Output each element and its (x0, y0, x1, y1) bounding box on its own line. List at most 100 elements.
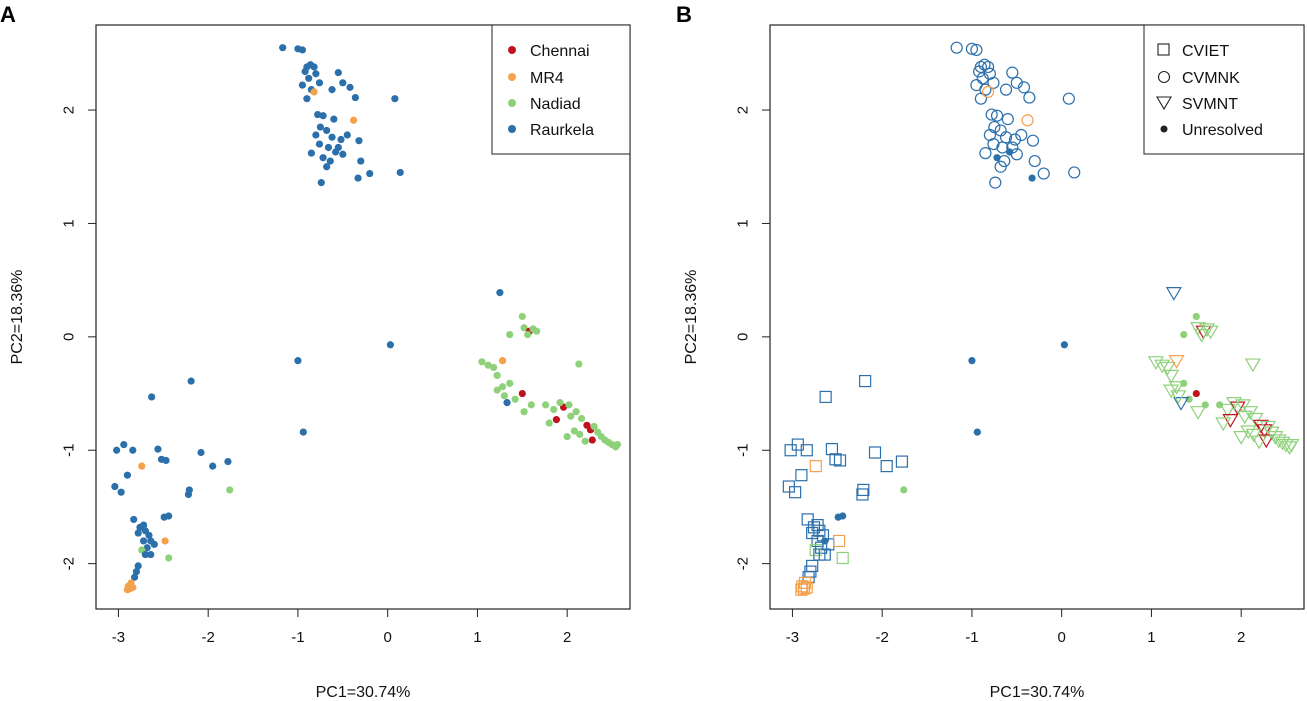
data-point-raurkela (813, 524, 826, 537)
data-point-nadiad (1159, 361, 1176, 376)
data-point-mr4 (809, 460, 822, 473)
data-point-raurkela (154, 445, 162, 453)
panel-b-x-axis: -3 -2 -1 0 1 2 (786, 609, 1245, 646)
data-point-raurkela (950, 41, 963, 54)
data-point-nadiad (1219, 403, 1236, 418)
data-point-raurkela (1037, 167, 1050, 180)
data-point-chennai (552, 416, 561, 424)
data-point-nadiad (565, 401, 573, 409)
data-point-raurkela (970, 43, 983, 57)
data-point-mr4 (129, 583, 137, 592)
data-point-raurkela (162, 456, 170, 465)
data-point-nadiad (1190, 406, 1207, 420)
data-point-nadiad (1190, 322, 1207, 336)
data-point-raurkela (391, 95, 399, 103)
panel-a-y-axis-title: PC2=18.36% (9, 270, 26, 365)
panel-b-y-tick-label: -1 (735, 444, 752, 457)
data-point-nadiad (1251, 435, 1268, 450)
data-point-raurkela (298, 81, 307, 89)
panel-a-y-axis: -2 -1 0 1 2 (61, 106, 96, 570)
panel-a-tag: A (0, 2, 16, 27)
data-point-raurkela (294, 357, 302, 365)
data-point-chennai (1222, 414, 1239, 428)
data-point-nadiad (1236, 410, 1253, 425)
data-point-raurkela (357, 157, 365, 165)
data-point-raurkela (994, 160, 1007, 173)
data-point-nadiad (1147, 356, 1164, 370)
data-point-nadiad (1168, 381, 1185, 395)
data-point-raurkela (150, 540, 158, 548)
data-point-raurkela (298, 46, 307, 54)
data-point-raurkela (323, 163, 331, 171)
data-point-nadiad (581, 437, 589, 445)
panel-b-points (782, 41, 1300, 596)
data-point-raurkela (795, 469, 808, 482)
data-point-raurkela (147, 550, 155, 559)
data-point-mr4 (796, 580, 809, 593)
data-point-nadiad (518, 312, 526, 321)
data-point-raurkela (328, 86, 336, 94)
data-point-raurkela (315, 79, 324, 87)
data-point-raurkela (999, 83, 1013, 96)
data-point-nadiad (484, 361, 492, 369)
data-point-nadiad (575, 360, 583, 368)
data-point-nadiad (1283, 438, 1300, 453)
data-point-raurkela (134, 562, 142, 570)
data-point-raurkela (1010, 76, 1023, 89)
data-point-nadiad (478, 358, 486, 366)
data-point-nadiad (1225, 397, 1243, 411)
legend-label-mr4: MR4 (530, 70, 564, 87)
data-point-raurkela (1017, 81, 1031, 94)
data-point-raurkela (1008, 133, 1022, 146)
data-point-raurkela (145, 531, 153, 539)
data-point-raurkela (132, 567, 140, 576)
data-point-raurkela (319, 154, 327, 162)
data-point-mr4 (798, 582, 811, 595)
data-point-raurkela (1023, 91, 1036, 104)
data-point-nadiad (1244, 358, 1261, 373)
data-point-raurkela (1006, 141, 1019, 154)
panel-a-y-tick-label: 2 (61, 106, 78, 114)
panel-b-y-tick-label: 1 (735, 219, 752, 227)
data-point-raurkela (324, 143, 333, 152)
data-point-raurkela (829, 453, 842, 466)
data-point-nadiad (1202, 325, 1219, 340)
data-point-raurkela (351, 93, 359, 102)
data-point-raurkela (139, 537, 148, 545)
data-point-raurkela (130, 573, 139, 581)
data-point-nadiad (570, 427, 578, 435)
panel-a-legend-box (491, 24, 631, 155)
legend-label-raurkela: Raurkela (530, 122, 594, 139)
data-point-nadiad (533, 327, 541, 335)
data-point-raurkela (1006, 66, 1019, 79)
data-point-nadiad (511, 395, 519, 403)
data-point-raurkela (346, 83, 354, 91)
data-point-nadiad (165, 554, 173, 562)
panel-b-y-tick-label: 2 (735, 106, 752, 114)
legend-label-svmnt: SVMNT (1182, 96, 1238, 113)
data-point-raurkela (1026, 134, 1040, 147)
panel-a-x-tick-label: 0 (384, 629, 392, 646)
data-point-raurkela (1165, 287, 1182, 301)
data-point-raurkela (343, 131, 351, 139)
panel-b-x-tick-label: -2 (876, 629, 889, 646)
data-point-nadiad (572, 408, 580, 416)
data-point-raurkela (354, 174, 362, 182)
panel-b-plot-frame (769, 24, 1305, 610)
legend-marker-unresolved (1160, 125, 1168, 133)
legend-marker-raurkela (508, 125, 516, 133)
data-point-nadiad (226, 486, 234, 494)
data-point-raurkela (979, 147, 992, 160)
data-point-nadiad (576, 430, 584, 438)
data-point-raurkela (965, 42, 979, 55)
panel-a-y-tick-label: 1 (61, 219, 78, 227)
data-point-chennai (1192, 389, 1200, 398)
panel-a-y-tick-label: -2 (61, 557, 78, 570)
data-point-mr4 (138, 462, 146, 470)
data-point-nadiad (520, 324, 528, 332)
data-point-raurkela (326, 157, 334, 165)
panel-a-plot-frame (95, 24, 631, 610)
legend-marker-nadiad (508, 99, 516, 107)
data-point-raurkela (1001, 113, 1014, 126)
